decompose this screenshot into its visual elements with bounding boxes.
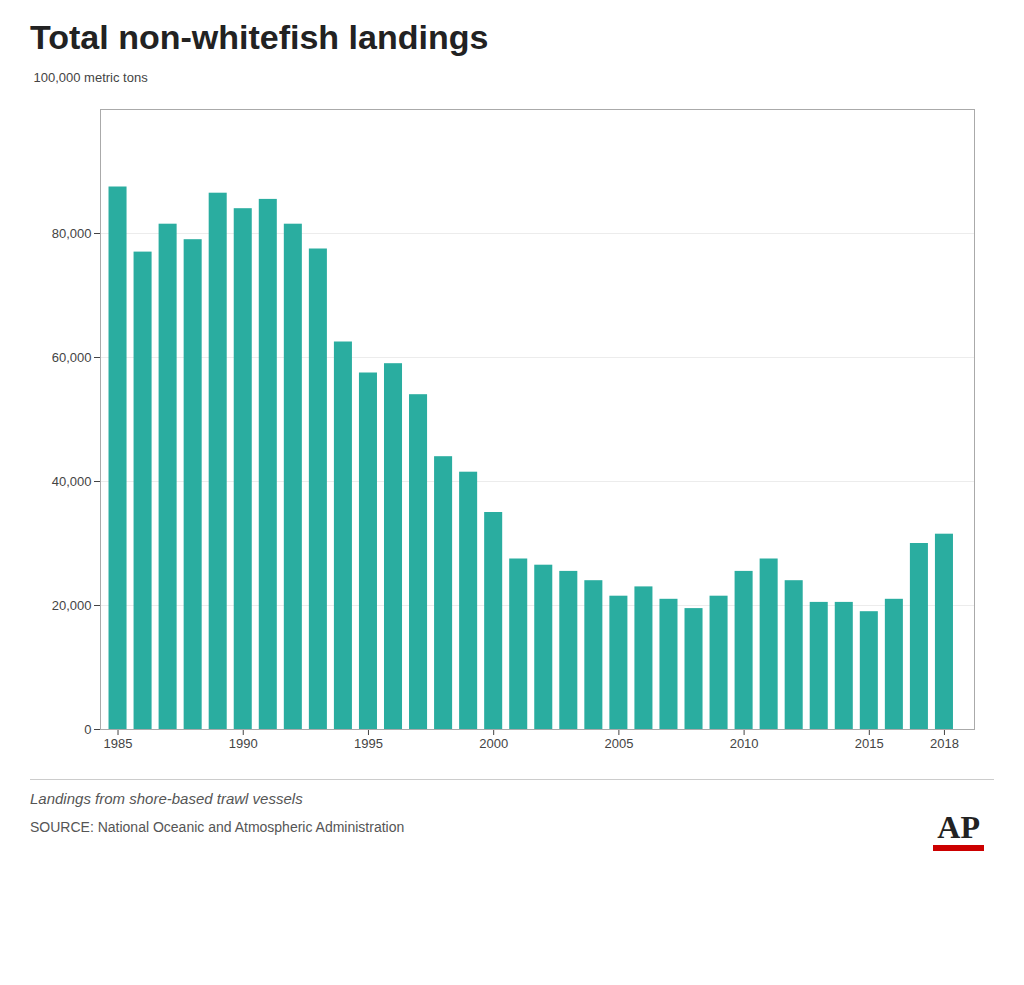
svg-text:0: 0 [84, 722, 91, 737]
svg-text:1990: 1990 [229, 736, 258, 751]
svg-text:2010: 2010 [730, 736, 759, 751]
svg-text:80,000: 80,000 [52, 226, 92, 241]
html-text:SOURCE: National Oceanic and A: SOURCE: National Oceanic and Atmospheric… [30, 819, 405, 835]
html-text:Landings from shore-based traw: Landings from shore-based trawl vessels [30, 790, 303, 807]
svg-text:20,000: 20,000 [52, 598, 92, 613]
svg-text:2000: 2000 [479, 736, 508, 751]
svg-text:60,000: 60,000 [52, 350, 92, 365]
svg-text:2015: 2015 [855, 736, 884, 751]
svg-text:40,000: 40,000 [52, 474, 92, 489]
html-text:AP: AP [937, 809, 980, 845]
svg-text:2018: 2018 [930, 736, 959, 751]
svg-text:2005: 2005 [604, 736, 633, 751]
html-text:Total non-whitefish landings: Total non-whitefish landings [30, 18, 489, 56]
svg-text:1995: 1995 [354, 736, 383, 751]
svg-text:1985: 1985 [104, 736, 133, 751]
svg-text:100,000 metric tons: 100,000 metric tons [34, 70, 149, 85]
